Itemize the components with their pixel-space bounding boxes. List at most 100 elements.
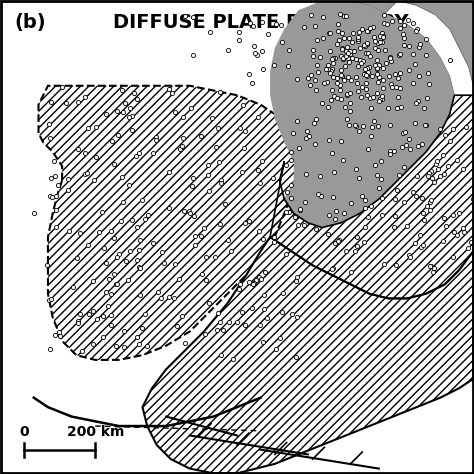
Point bbox=[100, 244, 108, 252]
Point bbox=[328, 65, 336, 73]
Point bbox=[348, 55, 356, 62]
Point bbox=[255, 166, 262, 174]
Point bbox=[361, 205, 369, 212]
Polygon shape bbox=[398, 0, 474, 86]
Point bbox=[81, 149, 89, 156]
Point bbox=[172, 109, 179, 116]
Point bbox=[420, 217, 428, 224]
Point bbox=[95, 228, 102, 236]
Point bbox=[463, 123, 470, 131]
Point bbox=[355, 63, 362, 70]
Point bbox=[374, 39, 382, 46]
Point bbox=[214, 310, 222, 317]
Point bbox=[324, 230, 332, 237]
Point bbox=[134, 333, 141, 340]
Point bbox=[52, 223, 60, 231]
Point bbox=[374, 123, 382, 130]
Point bbox=[324, 65, 331, 73]
Point bbox=[126, 113, 133, 121]
Point bbox=[362, 80, 370, 87]
Point bbox=[378, 211, 385, 219]
Point bbox=[397, 84, 404, 91]
Point bbox=[235, 285, 243, 293]
Point bbox=[343, 52, 350, 60]
Point bbox=[200, 225, 208, 232]
Point bbox=[337, 71, 345, 78]
Point bbox=[411, 60, 419, 68]
Point bbox=[136, 340, 143, 348]
Point bbox=[293, 75, 301, 83]
Point bbox=[416, 231, 424, 239]
Point bbox=[304, 74, 311, 82]
Point bbox=[246, 217, 253, 225]
Point bbox=[241, 128, 248, 135]
Point bbox=[114, 107, 121, 115]
Point bbox=[165, 205, 173, 212]
Point bbox=[287, 181, 295, 189]
Point bbox=[358, 83, 365, 91]
Point bbox=[120, 343, 128, 351]
Point bbox=[202, 253, 210, 260]
Point bbox=[128, 127, 136, 134]
Point bbox=[327, 47, 334, 55]
Point bbox=[247, 279, 255, 287]
Point bbox=[331, 55, 339, 62]
Point bbox=[404, 16, 411, 24]
Point bbox=[30, 210, 37, 217]
Point bbox=[120, 327, 128, 335]
Point bbox=[453, 232, 461, 239]
Point bbox=[300, 23, 308, 30]
Point bbox=[361, 196, 368, 204]
Point bbox=[340, 12, 348, 20]
Point bbox=[429, 268, 437, 276]
Point bbox=[395, 74, 402, 82]
Point bbox=[301, 198, 309, 206]
Point bbox=[349, 29, 357, 36]
Point bbox=[217, 176, 225, 184]
Point bbox=[311, 140, 319, 148]
Point bbox=[369, 93, 377, 101]
Point bbox=[355, 28, 363, 36]
Point bbox=[119, 198, 127, 205]
Point bbox=[76, 229, 84, 237]
Point bbox=[348, 38, 356, 46]
Point bbox=[328, 149, 336, 156]
Point bbox=[261, 291, 268, 299]
Point bbox=[283, 188, 291, 196]
Point bbox=[333, 79, 340, 87]
Polygon shape bbox=[38, 86, 299, 360]
Point bbox=[198, 232, 205, 239]
Point bbox=[312, 225, 319, 232]
Point bbox=[238, 309, 246, 316]
Point bbox=[312, 86, 319, 94]
Point bbox=[58, 83, 65, 91]
Point bbox=[287, 156, 295, 164]
Point bbox=[365, 69, 372, 76]
Point bbox=[363, 40, 370, 48]
Point bbox=[217, 318, 224, 326]
Point bbox=[181, 12, 189, 20]
Point bbox=[52, 331, 59, 338]
Point bbox=[363, 49, 370, 57]
Point bbox=[102, 110, 109, 118]
Point bbox=[249, 280, 256, 288]
Point bbox=[107, 321, 115, 328]
Point bbox=[337, 52, 345, 59]
Point bbox=[306, 82, 314, 89]
Point bbox=[368, 123, 375, 131]
Point bbox=[364, 39, 371, 46]
Point bbox=[355, 33, 362, 41]
Point bbox=[322, 65, 330, 73]
Point bbox=[340, 76, 348, 84]
Point bbox=[269, 174, 277, 182]
Point bbox=[450, 228, 458, 236]
Point bbox=[333, 74, 341, 82]
Point bbox=[343, 247, 350, 255]
Point bbox=[334, 20, 341, 27]
Point bbox=[459, 165, 466, 173]
Point bbox=[311, 76, 319, 84]
Point bbox=[270, 238, 277, 246]
Point bbox=[387, 57, 394, 65]
Point bbox=[175, 275, 182, 283]
Point bbox=[343, 91, 350, 99]
